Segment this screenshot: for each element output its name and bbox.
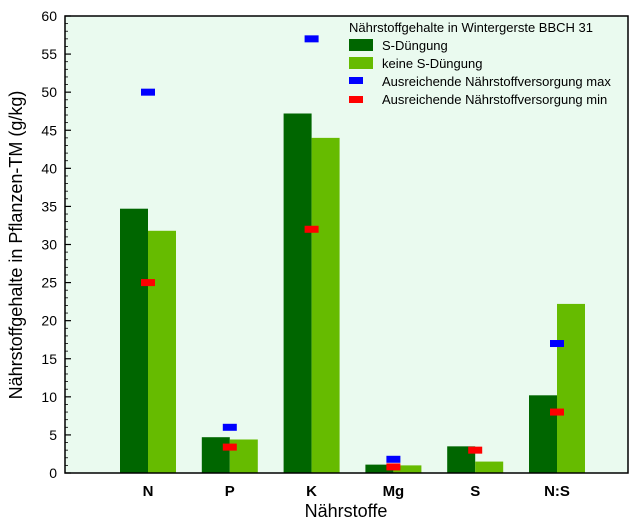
marker-max-k — [304, 35, 319, 43]
legend-label-min: Ausreichende Nährstoffversorgung min — [382, 92, 607, 107]
y-tick-label-30: 30 — [41, 237, 57, 253]
bar-s-d-ngung-p — [201, 437, 230, 473]
legend-swatch-max — [349, 77, 363, 84]
bar-s-d-ngung-k — [283, 113, 312, 473]
x-tick-label-k: K — [306, 483, 317, 500]
marker-min-k — [304, 225, 319, 233]
legend-swatch-keine-s-duengung — [349, 57, 373, 69]
marker-max-n-s — [550, 340, 564, 348]
y-tick-label-25: 25 — [41, 275, 57, 291]
y-tick-label-55: 55 — [41, 46, 57, 62]
marker-min-s — [468, 446, 483, 454]
marker-min-p — [222, 443, 237, 451]
y-tick-label-45: 45 — [41, 122, 57, 138]
bar-keine-s-d-ngung-n-s — [557, 303, 585, 473]
y-tick-label-5: 5 — [49, 427, 57, 443]
legend-title: Nährstoffgehalte in Wintergerste BBCH 31 — [349, 20, 593, 35]
bar-keine-s-d-ngung-mg — [393, 465, 422, 473]
x-tick-label-p: P — [225, 483, 235, 500]
x-axis-title: Nährstoffe — [305, 501, 388, 521]
y-tick-label-15: 15 — [41, 351, 57, 367]
y-tick-label-35: 35 — [41, 198, 57, 214]
bar-keine-s-d-ngung-s — [475, 461, 504, 473]
y-tick-label-60: 60 — [41, 8, 57, 24]
marker-max-p — [222, 423, 237, 431]
x-tick-label-n-s: N:S — [544, 483, 570, 500]
bar-s-d-ngung-n — [120, 208, 148, 473]
bar-s-d-ngung-mg — [365, 464, 394, 473]
marker-max-n — [141, 88, 155, 96]
y-tick-label-20: 20 — [41, 313, 57, 329]
y-tick-label-50: 50 — [41, 84, 57, 100]
marker-max-mg — [386, 455, 401, 463]
x-tick-label-s: S — [470, 483, 480, 500]
x-tick-label-n: N — [143, 483, 154, 500]
legend-swatch-s-duengung — [349, 39, 373, 51]
x-tick-label-mg: Mg — [383, 483, 405, 500]
bar-keine-s-d-ngung-k — [311, 137, 340, 473]
bar-s-d-ngung-n-s — [529, 395, 557, 473]
legend-label-max: Ausreichende Nährstoffversorgung max — [382, 74, 611, 89]
marker-min-n — [141, 279, 155, 287]
legend-swatch-min — [349, 96, 363, 103]
legend-label-keine-s-duengung: keine S-Düngung — [382, 56, 482, 71]
y-axis-title: Nährstoffgehalte in Pflanzen-TM (g/kg) — [6, 91, 26, 400]
y-tick-label-10: 10 — [41, 389, 57, 405]
y-tick-label-40: 40 — [41, 160, 57, 176]
marker-min-mg — [386, 463, 401, 471]
bar-keine-s-d-ngung-n — [148, 230, 176, 473]
legend-label-s-duengung: S-Düngung — [382, 38, 448, 53]
legend: Nährstoffgehalte in Wintergerste BBCH 31… — [349, 20, 611, 107]
marker-min-n-s — [550, 408, 564, 416]
y-tick-label-0: 0 — [49, 465, 57, 481]
